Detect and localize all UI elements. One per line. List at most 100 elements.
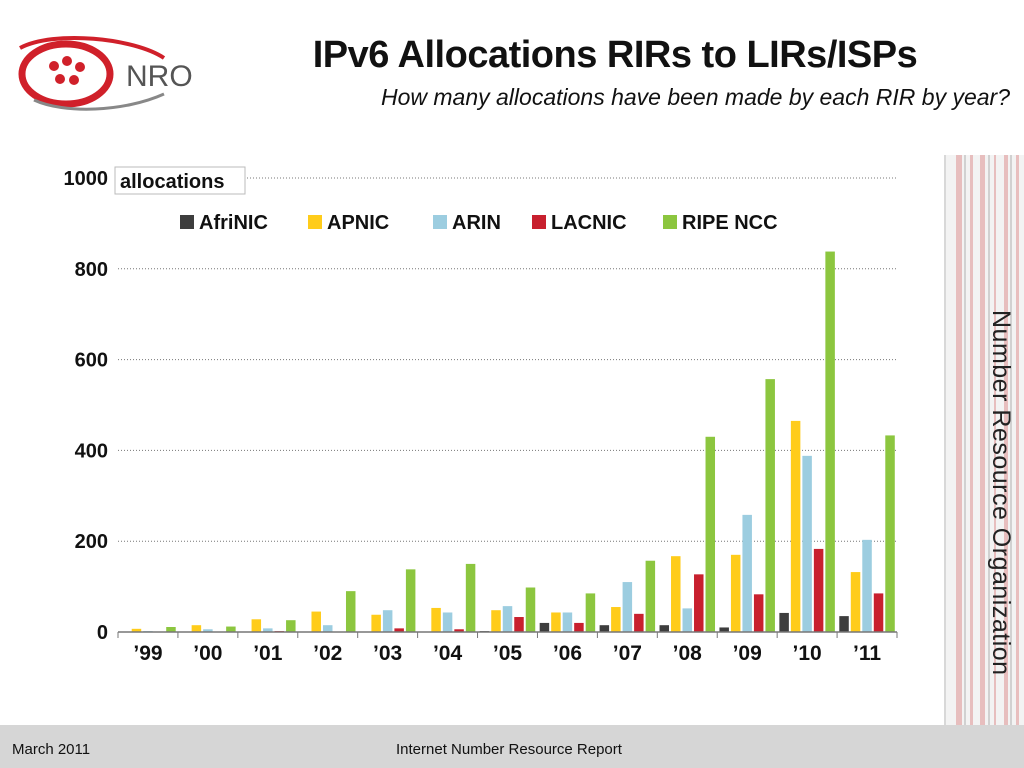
bar-lacnic xyxy=(394,628,404,632)
page-title: IPv6 Allocations RIRs to LIRs/ISPs xyxy=(312,34,918,76)
x-tick-label: ’99 xyxy=(133,642,162,665)
x-tick-label: ’11 xyxy=(853,642,881,665)
bar-lacnic xyxy=(694,574,704,632)
bar-afrinic xyxy=(719,627,729,632)
logo-text: NRO xyxy=(126,60,193,93)
bar-arin xyxy=(382,610,393,632)
bar-ripe-ncc xyxy=(705,436,716,632)
x-tick-label: ’10 xyxy=(793,642,822,665)
x-tick-label: ’03 xyxy=(373,642,402,665)
bar-apnic xyxy=(671,556,681,632)
bar-lacnic xyxy=(813,548,824,632)
bars xyxy=(131,251,895,632)
bar-ripe-ncc xyxy=(645,560,656,632)
page-subtitle: How many allocations have been made by e… xyxy=(380,84,1010,110)
bar-lacnic xyxy=(514,617,524,632)
grid-lines xyxy=(118,177,897,542)
footer-report-title: Internet Number Resource Report xyxy=(396,741,622,758)
bar-arin xyxy=(682,608,693,632)
x-tick-label: ’07 xyxy=(613,642,642,665)
x-axis xyxy=(117,631,898,638)
bar-ripe-ncc xyxy=(405,569,416,632)
legend-label: AfriNIC xyxy=(199,212,268,234)
legend-swatch-apnic xyxy=(308,215,322,229)
x-tick-label: ’00 xyxy=(193,642,222,665)
bar-apnic xyxy=(551,612,561,632)
bar-lacnic xyxy=(454,629,464,632)
bar-arin xyxy=(802,455,812,632)
x-tick-labels: ’99 ’00 ’01 ’02 ’03 ’04 ’05 ’06 ’07 ’08 ’09 ’10 ’11 xyxy=(133,642,881,665)
bar-afrinic xyxy=(779,612,789,632)
y-tick-label: 0 xyxy=(97,622,108,644)
legend-swatch-afrinic xyxy=(180,215,194,229)
bar-arin xyxy=(742,514,752,632)
footer: March 2011 Internet Number Resource Repo… xyxy=(0,725,1024,768)
ip-address-pattern xyxy=(956,155,1019,725)
bar-afrinic xyxy=(839,616,849,632)
logo-ring xyxy=(18,40,114,108)
y-tick-labels: 0 200 400 600 800 1000 xyxy=(64,168,109,644)
bar-apnic xyxy=(371,614,381,632)
legend-swatch-ripe-ncc xyxy=(663,215,677,229)
bar-afrinic xyxy=(599,625,610,632)
bar-apnic xyxy=(491,610,501,632)
x-tick-label: ’01 xyxy=(253,642,283,665)
legend-label: ARIN xyxy=(452,212,501,234)
y-axis-label: allocations xyxy=(120,171,224,193)
bar-apnic xyxy=(131,628,142,632)
logo-swoosh-lower xyxy=(33,92,165,111)
bar-ripe-ncc xyxy=(525,587,536,632)
bar-arin xyxy=(622,582,633,632)
bar-arin xyxy=(322,625,333,632)
bar-ripe-ncc xyxy=(825,251,835,632)
y-tick-label: 800 xyxy=(75,259,108,281)
bar-apnic xyxy=(191,625,202,632)
legend-label: LACNIC xyxy=(551,212,627,234)
bar-lacnic xyxy=(634,613,644,632)
bar-arin xyxy=(442,612,453,632)
bar-arin xyxy=(862,539,872,632)
logo-swoosh xyxy=(19,35,166,60)
bar-apnic xyxy=(790,420,801,632)
bar-apnic xyxy=(431,607,441,632)
legend-swatch-arin xyxy=(433,215,447,229)
bar-apnic xyxy=(611,607,621,632)
bar-apnic xyxy=(311,611,321,632)
x-tick-label: ’02 xyxy=(313,642,342,665)
x-tick-label: ’08 xyxy=(673,642,703,665)
bar-apnic xyxy=(251,619,262,632)
bar-lacnic xyxy=(873,593,884,632)
bar-ripe-ncc xyxy=(585,593,596,632)
side-label: Number Resource Organization xyxy=(987,310,1015,676)
bar-ripe-ncc xyxy=(465,563,476,632)
y-axis-label-box: allocations xyxy=(114,166,246,195)
bar-arin xyxy=(263,628,273,632)
bar-ripe-ncc xyxy=(765,379,775,632)
bar-ripe-ncc xyxy=(885,435,895,632)
bar-arin xyxy=(203,629,213,632)
bar-ripe-ncc xyxy=(166,627,176,632)
bar-apnic xyxy=(850,572,861,632)
legend-label: APNIC xyxy=(327,212,389,234)
x-tick-label: ’04 xyxy=(433,642,463,665)
side-decorative-strip xyxy=(944,155,1024,725)
bar-lacnic xyxy=(574,622,584,632)
legend-label: RIPE NCC xyxy=(682,212,778,234)
legend-swatch-lacnic xyxy=(532,215,546,229)
y-tick-label: 600 xyxy=(75,350,108,372)
y-tick-label: 400 xyxy=(75,440,108,462)
bar-arin xyxy=(502,606,513,632)
x-tick-label: ’05 xyxy=(493,642,523,665)
bar-ripe-ncc xyxy=(226,626,236,632)
legend: AfriNIC APNIC ARIN LACNIC RIPE NCC xyxy=(180,212,778,234)
bar-arin xyxy=(562,612,573,632)
x-tick-label: ’09 xyxy=(733,642,762,665)
footer-date: March 2011 xyxy=(12,741,91,758)
bar-ripe-ncc xyxy=(286,620,296,632)
y-tick-label: 1000 xyxy=(64,168,109,190)
bar-afrinic xyxy=(659,625,670,632)
bar-afrinic xyxy=(539,622,550,632)
x-tick-label: ’06 xyxy=(553,642,582,665)
nro-logo: NRO xyxy=(18,35,193,111)
